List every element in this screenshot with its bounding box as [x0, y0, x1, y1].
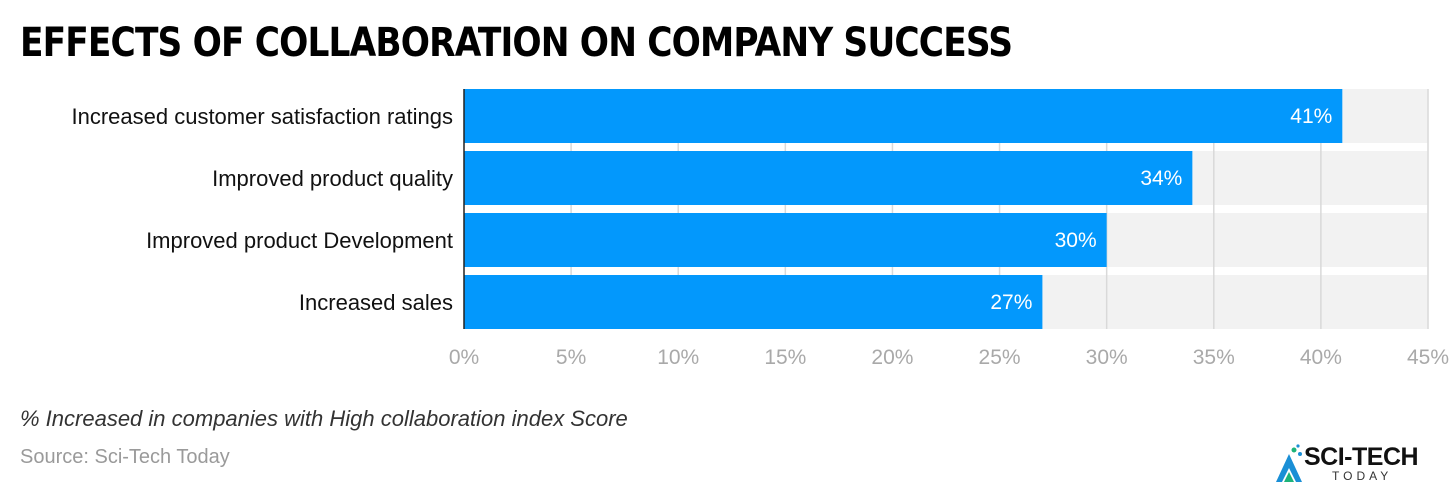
data-label: 34%	[1140, 167, 1182, 190]
data-label: 27%	[990, 291, 1032, 314]
x-tick-label: 25%	[979, 346, 1021, 369]
bar	[464, 213, 1107, 267]
category-label: Improved product Development	[146, 228, 453, 253]
bar-chart: 41% 34% 30% 27% Increased customer satisfac…	[71, 89, 1449, 369]
x-tick-label: 30%	[1086, 346, 1128, 369]
bar	[464, 151, 1193, 205]
logo-text: SCI-TECH	[1304, 443, 1419, 471]
x-tick-label: 5%	[556, 346, 586, 369]
bar	[464, 275, 1043, 329]
logo-subtext: TODAY	[1332, 469, 1393, 483]
sci-tech-logo: SCI-TECH TODAY	[1272, 440, 1447, 486]
logo-mark-icon	[1276, 444, 1302, 482]
category-label: Increased sales	[299, 290, 453, 315]
x-tick-label: 45%	[1407, 346, 1449, 369]
category-label: Increased customer satisfaction ratings	[71, 104, 453, 129]
x-axis-ticks: 0% 5% 10% 15% 20% 25% 30% 35% 40% 45%	[449, 346, 1449, 369]
x-tick-label: 20%	[871, 346, 913, 369]
source-note: Source: Sci-Tech Today	[20, 446, 230, 468]
x-tick-label: 40%	[1300, 346, 1342, 369]
chart-title: EFFECTS OF COLLABORATION ON COMPANY SUCC…	[20, 20, 1013, 66]
x-tick-label: 0%	[449, 346, 479, 369]
bars	[464, 89, 1343, 329]
category-labels: Increased customer satisfaction ratings I…	[71, 104, 453, 315]
category-label: Improved product quality	[212, 166, 453, 191]
x-tick-label: 35%	[1193, 346, 1235, 369]
x-tick-label: 15%	[764, 346, 806, 369]
data-label: 30%	[1055, 229, 1097, 252]
chart-subtitle: % Increased in companies with High colla…	[20, 406, 628, 431]
data-label: 41%	[1290, 105, 1332, 128]
x-tick-label: 10%	[657, 346, 699, 369]
data-labels: 41% 34% 30% 27%	[990, 105, 1332, 314]
bar	[464, 89, 1343, 143]
